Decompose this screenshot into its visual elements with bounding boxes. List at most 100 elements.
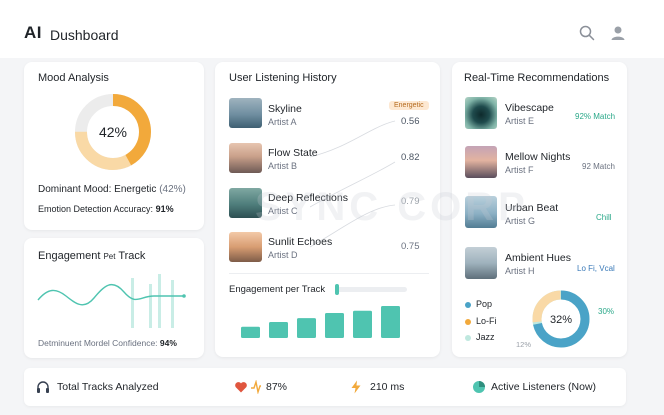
engagement-bar-3 bbox=[297, 318, 316, 338]
rec-name: Vibescape bbox=[505, 102, 554, 114]
rec-cover-image bbox=[465, 146, 497, 178]
dominant-mood-value: Energetic bbox=[114, 184, 157, 195]
app-logo: AI bbox=[24, 23, 42, 42]
mood-badge: Energetic bbox=[389, 101, 429, 110]
engagement-bar-6 bbox=[381, 306, 400, 338]
engagement-bar bbox=[158, 274, 161, 328]
track-name: Skyline bbox=[268, 103, 302, 115]
engagement-bar bbox=[149, 284, 152, 328]
engagement-bar-1 bbox=[241, 326, 260, 338]
legend-dot-pop bbox=[465, 302, 471, 308]
mood-card-title: Mood Analysis bbox=[38, 72, 109, 84]
engagement-bar-4 bbox=[325, 313, 344, 338]
engagement-line-end bbox=[182, 294, 186, 298]
engagement-title-suffix: Pet bbox=[103, 252, 116, 261]
engagement-card-title: Engagement Pet Track bbox=[38, 250, 145, 262]
accuracy-label: Emotion Detection Accuracy: bbox=[38, 204, 154, 214]
rec-tag: Lo Fi, Vcal bbox=[577, 264, 615, 273]
track-cover-image bbox=[229, 98, 262, 128]
lightning-icon bbox=[351, 380, 361, 394]
engagement-per-track-label: Engagement per Track bbox=[229, 284, 326, 295]
rec-name: Mellow Nights bbox=[505, 151, 571, 163]
dominant-mood-pct: (42%) bbox=[159, 184, 186, 195]
track-artist: Artist B bbox=[268, 161, 298, 171]
genre-donut-label: 32% bbox=[550, 314, 572, 326]
engagement-bar-5 bbox=[353, 310, 372, 338]
rec-tag: 92 Match bbox=[582, 162, 615, 171]
engagement-title-main: Engagement bbox=[38, 250, 101, 262]
engagement-bar-chart bbox=[241, 306, 400, 338]
engagement-bar bbox=[131, 278, 134, 328]
recommendations-card: Real-Time Recommendations Vibescape Arti… bbox=[452, 62, 627, 357]
recs-card-title: Real-Time Recommendations bbox=[464, 72, 610, 84]
track-cover-image bbox=[229, 232, 262, 262]
listening-history-card: User Listening History Energetic Skyline… bbox=[215, 62, 440, 357]
genre-donut-right-label: 30% bbox=[598, 307, 615, 316]
track-cover-image bbox=[229, 143, 262, 173]
history-connector-lines bbox=[310, 120, 396, 248]
track-score: 0.75 bbox=[401, 241, 420, 252]
pie-chart-icon bbox=[473, 381, 485, 393]
track-score: 0.79 bbox=[401, 196, 420, 207]
rec-cover-image bbox=[465, 196, 497, 228]
pulse-icon bbox=[251, 380, 261, 394]
engagement-bar bbox=[171, 280, 174, 328]
confidence-label: Detminuent Mordel Confidence: bbox=[38, 338, 158, 348]
engagement-slider-handle[interactable] bbox=[335, 284, 339, 295]
legend-dot-jazz bbox=[465, 335, 471, 341]
user-icon[interactable] bbox=[609, 24, 627, 42]
mood-percent-label: 42% bbox=[99, 124, 127, 140]
rec-artist: Artist H bbox=[505, 266, 535, 276]
top-bar: AI Dushboard bbox=[0, 0, 664, 58]
track-score: 0.82 bbox=[401, 152, 420, 163]
engagement-waveform bbox=[37, 274, 186, 328]
rec-artist: Artist E bbox=[505, 116, 535, 126]
history-card-title: User Listening History bbox=[229, 72, 337, 84]
track-cover-image bbox=[229, 188, 262, 218]
rec-cover-image bbox=[465, 247, 497, 279]
mood-donut-secondary-arc bbox=[75, 94, 151, 170]
rec-name: Urban Beat bbox=[505, 202, 559, 214]
active-listeners-label: Active Listeners (Now) bbox=[491, 381, 597, 393]
legend-label-jazz: Jazz bbox=[476, 332, 495, 342]
mood-analysis-card: Mood Analysis 42% Dominant Mood: Energet… bbox=[24, 62, 204, 230]
track-name: Sunlit Echoes bbox=[268, 236, 333, 248]
legend-label-lofi: Lo-Fi bbox=[476, 316, 497, 326]
history-divider bbox=[229, 273, 429, 274]
rec-tag: 92% Match bbox=[575, 112, 616, 121]
rec-tag: Chill bbox=[596, 213, 612, 222]
genre-donut-left-label: 12% bbox=[516, 340, 532, 349]
engagement-slider-track bbox=[335, 287, 407, 292]
engagement-title-tail: Track bbox=[118, 250, 146, 262]
confidence-value: 94% bbox=[159, 338, 177, 348]
accuracy-value: 91% bbox=[155, 204, 174, 214]
engagement-line bbox=[37, 283, 184, 306]
track-score: 0.56 bbox=[401, 116, 420, 127]
page-title: Dushboard bbox=[50, 27, 119, 43]
engagement-bar-2 bbox=[269, 322, 288, 338]
headphones-icon bbox=[37, 381, 49, 393]
genre-donut-pop bbox=[532, 290, 590, 348]
legend-dot-lofi bbox=[465, 319, 471, 325]
engagement-percent-value: 87% bbox=[266, 381, 288, 393]
rec-artist: Artist G bbox=[505, 216, 536, 226]
track-name: Flow State bbox=[268, 147, 318, 159]
dominant-mood-row: Dominant Mood: Energetic (42%) bbox=[38, 184, 186, 195]
track-name: Deep Reflections bbox=[268, 192, 348, 204]
heart-icon bbox=[235, 382, 247, 393]
mood-donut-primary-arc bbox=[75, 94, 151, 170]
accuracy-row: Emotion Detection Accuracy: 91% bbox=[38, 204, 174, 214]
confidence-row: Detminuent Mordel Confidence: 94% bbox=[38, 338, 177, 348]
legend-label-pop: Pop bbox=[476, 299, 493, 309]
stats-bar: Total Tracks Analyzed 87% 210 ms Active … bbox=[24, 368, 626, 406]
rec-artist: Artist F bbox=[505, 165, 534, 175]
engagement-card: Engagement Pet Track Detminuent Mordel C… bbox=[24, 238, 204, 358]
track-artist: Artist D bbox=[268, 250, 298, 260]
rec-cover-image bbox=[465, 97, 497, 129]
search-icon[interactable] bbox=[578, 24, 596, 42]
dominant-mood-label: Dominant Mood: bbox=[38, 184, 112, 195]
track-artist: Artist A bbox=[268, 117, 297, 127]
track-artist: Artist C bbox=[268, 206, 298, 216]
total-tracks-label: Total Tracks Analyzed bbox=[57, 381, 159, 393]
genre-donut-chart: 32% bbox=[532, 290, 590, 348]
